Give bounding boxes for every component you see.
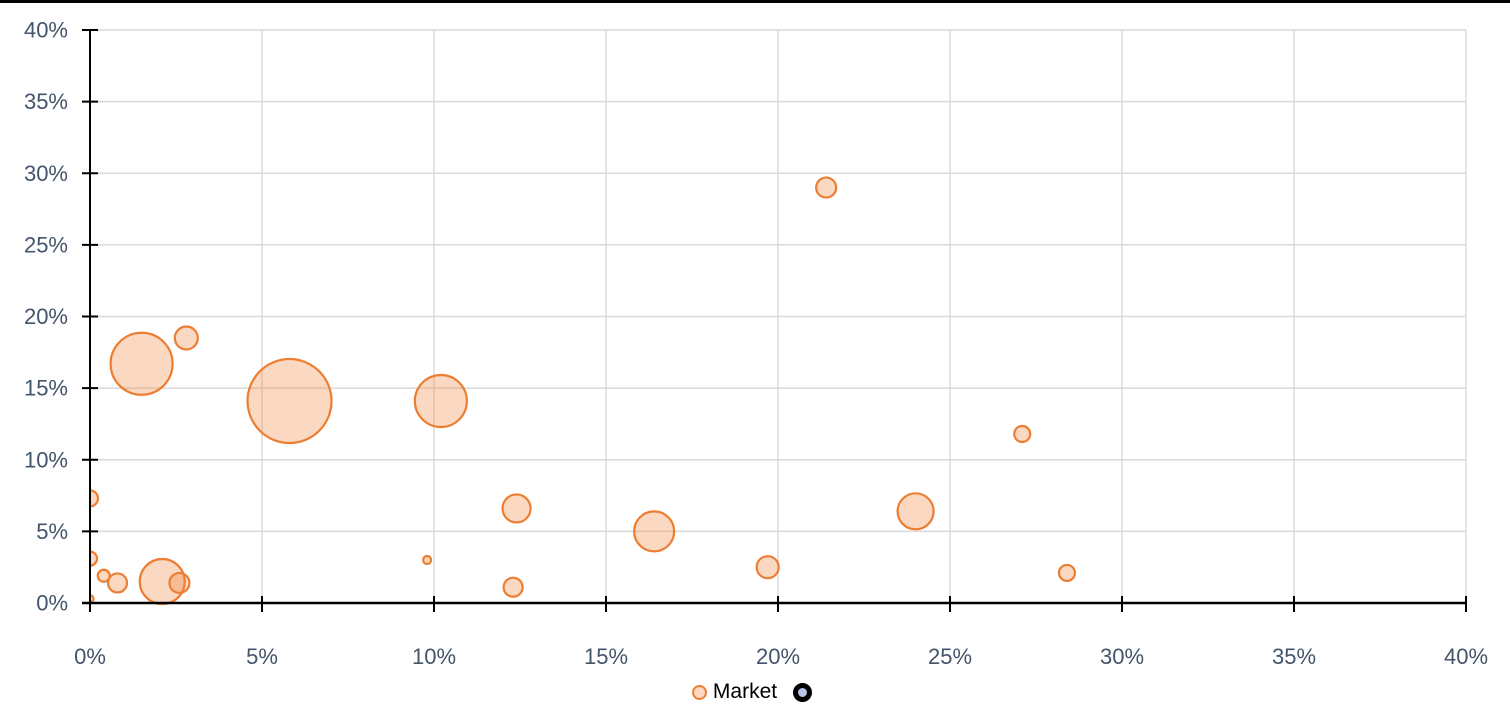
- y-tick-label: 20%: [24, 304, 68, 329]
- x-tick-label: 10%: [412, 644, 456, 669]
- x-tick-label: 15%: [584, 644, 628, 669]
- bubble: [106, 572, 129, 594]
- axes: [82, 29, 1467, 612]
- axis-tick-labels: 0% 5% 10% 15% 20% 25% 30% 35% 40% 0% 5% 10% 15% 20% 25…: [24, 18, 1488, 670]
- bubble: [1057, 563, 1077, 583]
- x-tick-label: 5%: [246, 644, 278, 669]
- gridlines: [90, 29, 1467, 603]
- bubble: [755, 555, 780, 580]
- legend-item-market: Market: [691, 678, 778, 706]
- y-tick-label: 0%: [36, 591, 68, 616]
- bubble: [896, 492, 935, 531]
- legend-item-secondary: [793, 682, 818, 702]
- bubble: [246, 357, 333, 445]
- y-tick-label: 35%: [24, 89, 68, 114]
- bubble: [90, 489, 100, 508]
- bubble: [90, 550, 99, 567]
- legend: Market: [0, 677, 1510, 707]
- x-tick-label: 35%: [1272, 644, 1316, 669]
- window-top-edge: [0, 0, 1510, 3]
- bubble: [633, 510, 676, 553]
- y-tick-label: 40%: [24, 18, 68, 43]
- secondary-series-marker-icon: [793, 682, 813, 702]
- bubble: [168, 571, 191, 595]
- bubble: [109, 331, 174, 396]
- y-tick-label: 25%: [24, 232, 68, 257]
- bubble: [502, 576, 524, 598]
- bubble: [413, 373, 468, 429]
- x-tick-label: 30%: [1100, 644, 1144, 669]
- bubble: [815, 176, 838, 199]
- bubble: [422, 554, 433, 566]
- market-series-marker-icon: [691, 684, 707, 700]
- y-tick-label: 15%: [24, 376, 68, 401]
- y-tick-label: 30%: [24, 161, 68, 186]
- x-tick-label: 20%: [756, 644, 800, 669]
- bubble-series-market: [90, 176, 1077, 606]
- x-tick-label: 40%: [1444, 644, 1488, 669]
- x-tick-label: 0%: [74, 644, 106, 669]
- bubble: [96, 568, 111, 583]
- bubble: [1013, 424, 1032, 444]
- legend-label-market: Market: [712, 680, 778, 703]
- bubble: [173, 325, 199, 351]
- y-tick-label: 5%: [36, 519, 68, 544]
- bubble: [501, 493, 532, 524]
- x-tick-label: 25%: [928, 644, 972, 669]
- y-tick-label: 10%: [24, 447, 68, 472]
